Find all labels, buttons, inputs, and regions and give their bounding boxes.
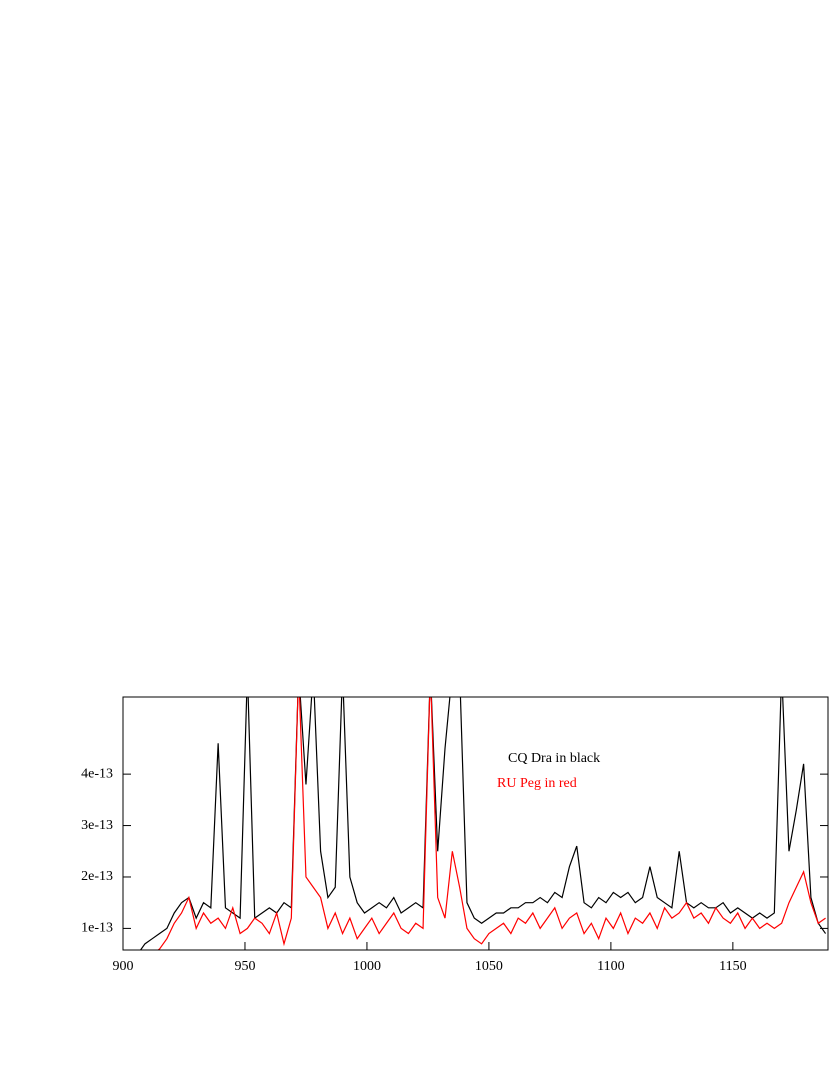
x-tick-label: 1150	[719, 959, 746, 974]
x-tick-label: 1100	[597, 959, 624, 974]
x-tick-label: 1050	[475, 959, 503, 974]
plot-lines	[139, 697, 827, 950]
y-tick-label: 3e-13	[81, 818, 113, 833]
y-tick-label: 4e-13	[81, 766, 113, 781]
spectrum-line	[139, 697, 827, 950]
spectrum-line	[157, 697, 826, 950]
x-tick-label: 1000	[353, 959, 381, 974]
plot-frame	[122, 696, 829, 951]
y-tick-label: 2e-13	[81, 869, 113, 884]
legend-label: CQ Dra in black	[508, 751, 600, 766]
x-tick-label: 900	[113, 959, 134, 974]
legend-label: RU Peg in red	[497, 776, 577, 791]
y-tick-label: 1e-13	[81, 921, 113, 936]
x-tick-label: 950	[234, 959, 255, 974]
